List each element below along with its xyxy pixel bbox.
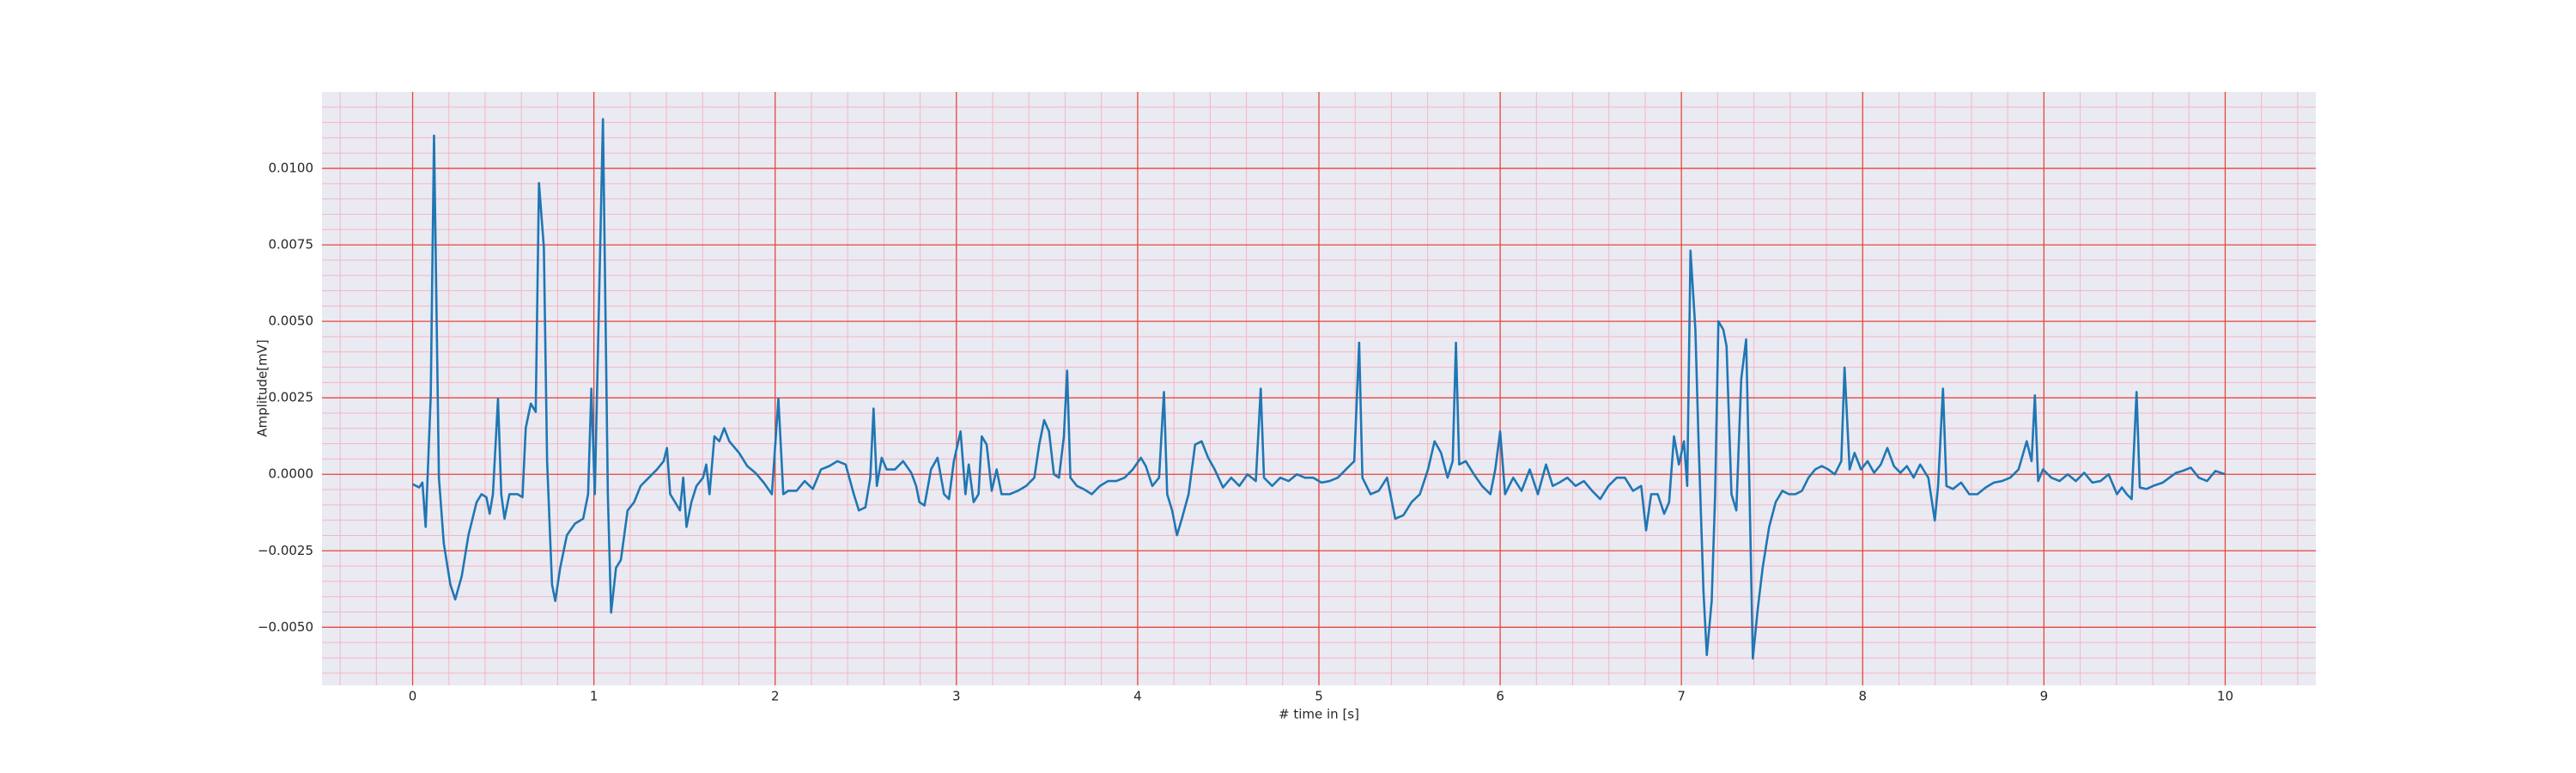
x-tick-label: 5 (1315, 689, 1323, 704)
y-tick-label: −0.0050 (258, 619, 313, 635)
x-tick-label: 0 (409, 689, 417, 704)
x-tick-label: 10 (2217, 689, 2233, 704)
x-tick-label: 6 (1496, 689, 1504, 704)
y-tick-label: 0.0000 (269, 466, 314, 482)
x-axis-label: # time in [s] (1279, 707, 1359, 722)
x-tick-label: 4 (1133, 689, 1142, 704)
y-tick-label: 0.0025 (269, 390, 314, 405)
y-tick-label: 0.0075 (269, 237, 314, 253)
x-tick-label: 2 (771, 689, 780, 704)
signal-line (411, 118, 2226, 660)
y-axis-label: Amplitude[mV] (255, 339, 270, 436)
y-tick-label: 0.0050 (269, 313, 314, 329)
x-tick-label: 7 (1677, 689, 1686, 704)
y-tick-label: −0.0025 (258, 543, 313, 558)
x-tick-label: 1 (590, 689, 598, 704)
x-tick-label: 8 (1858, 689, 1867, 704)
y-tick-label: 0.0100 (269, 161, 314, 176)
x-tick-label: 9 (2040, 689, 2049, 704)
x-tick-label: 3 (952, 689, 961, 704)
